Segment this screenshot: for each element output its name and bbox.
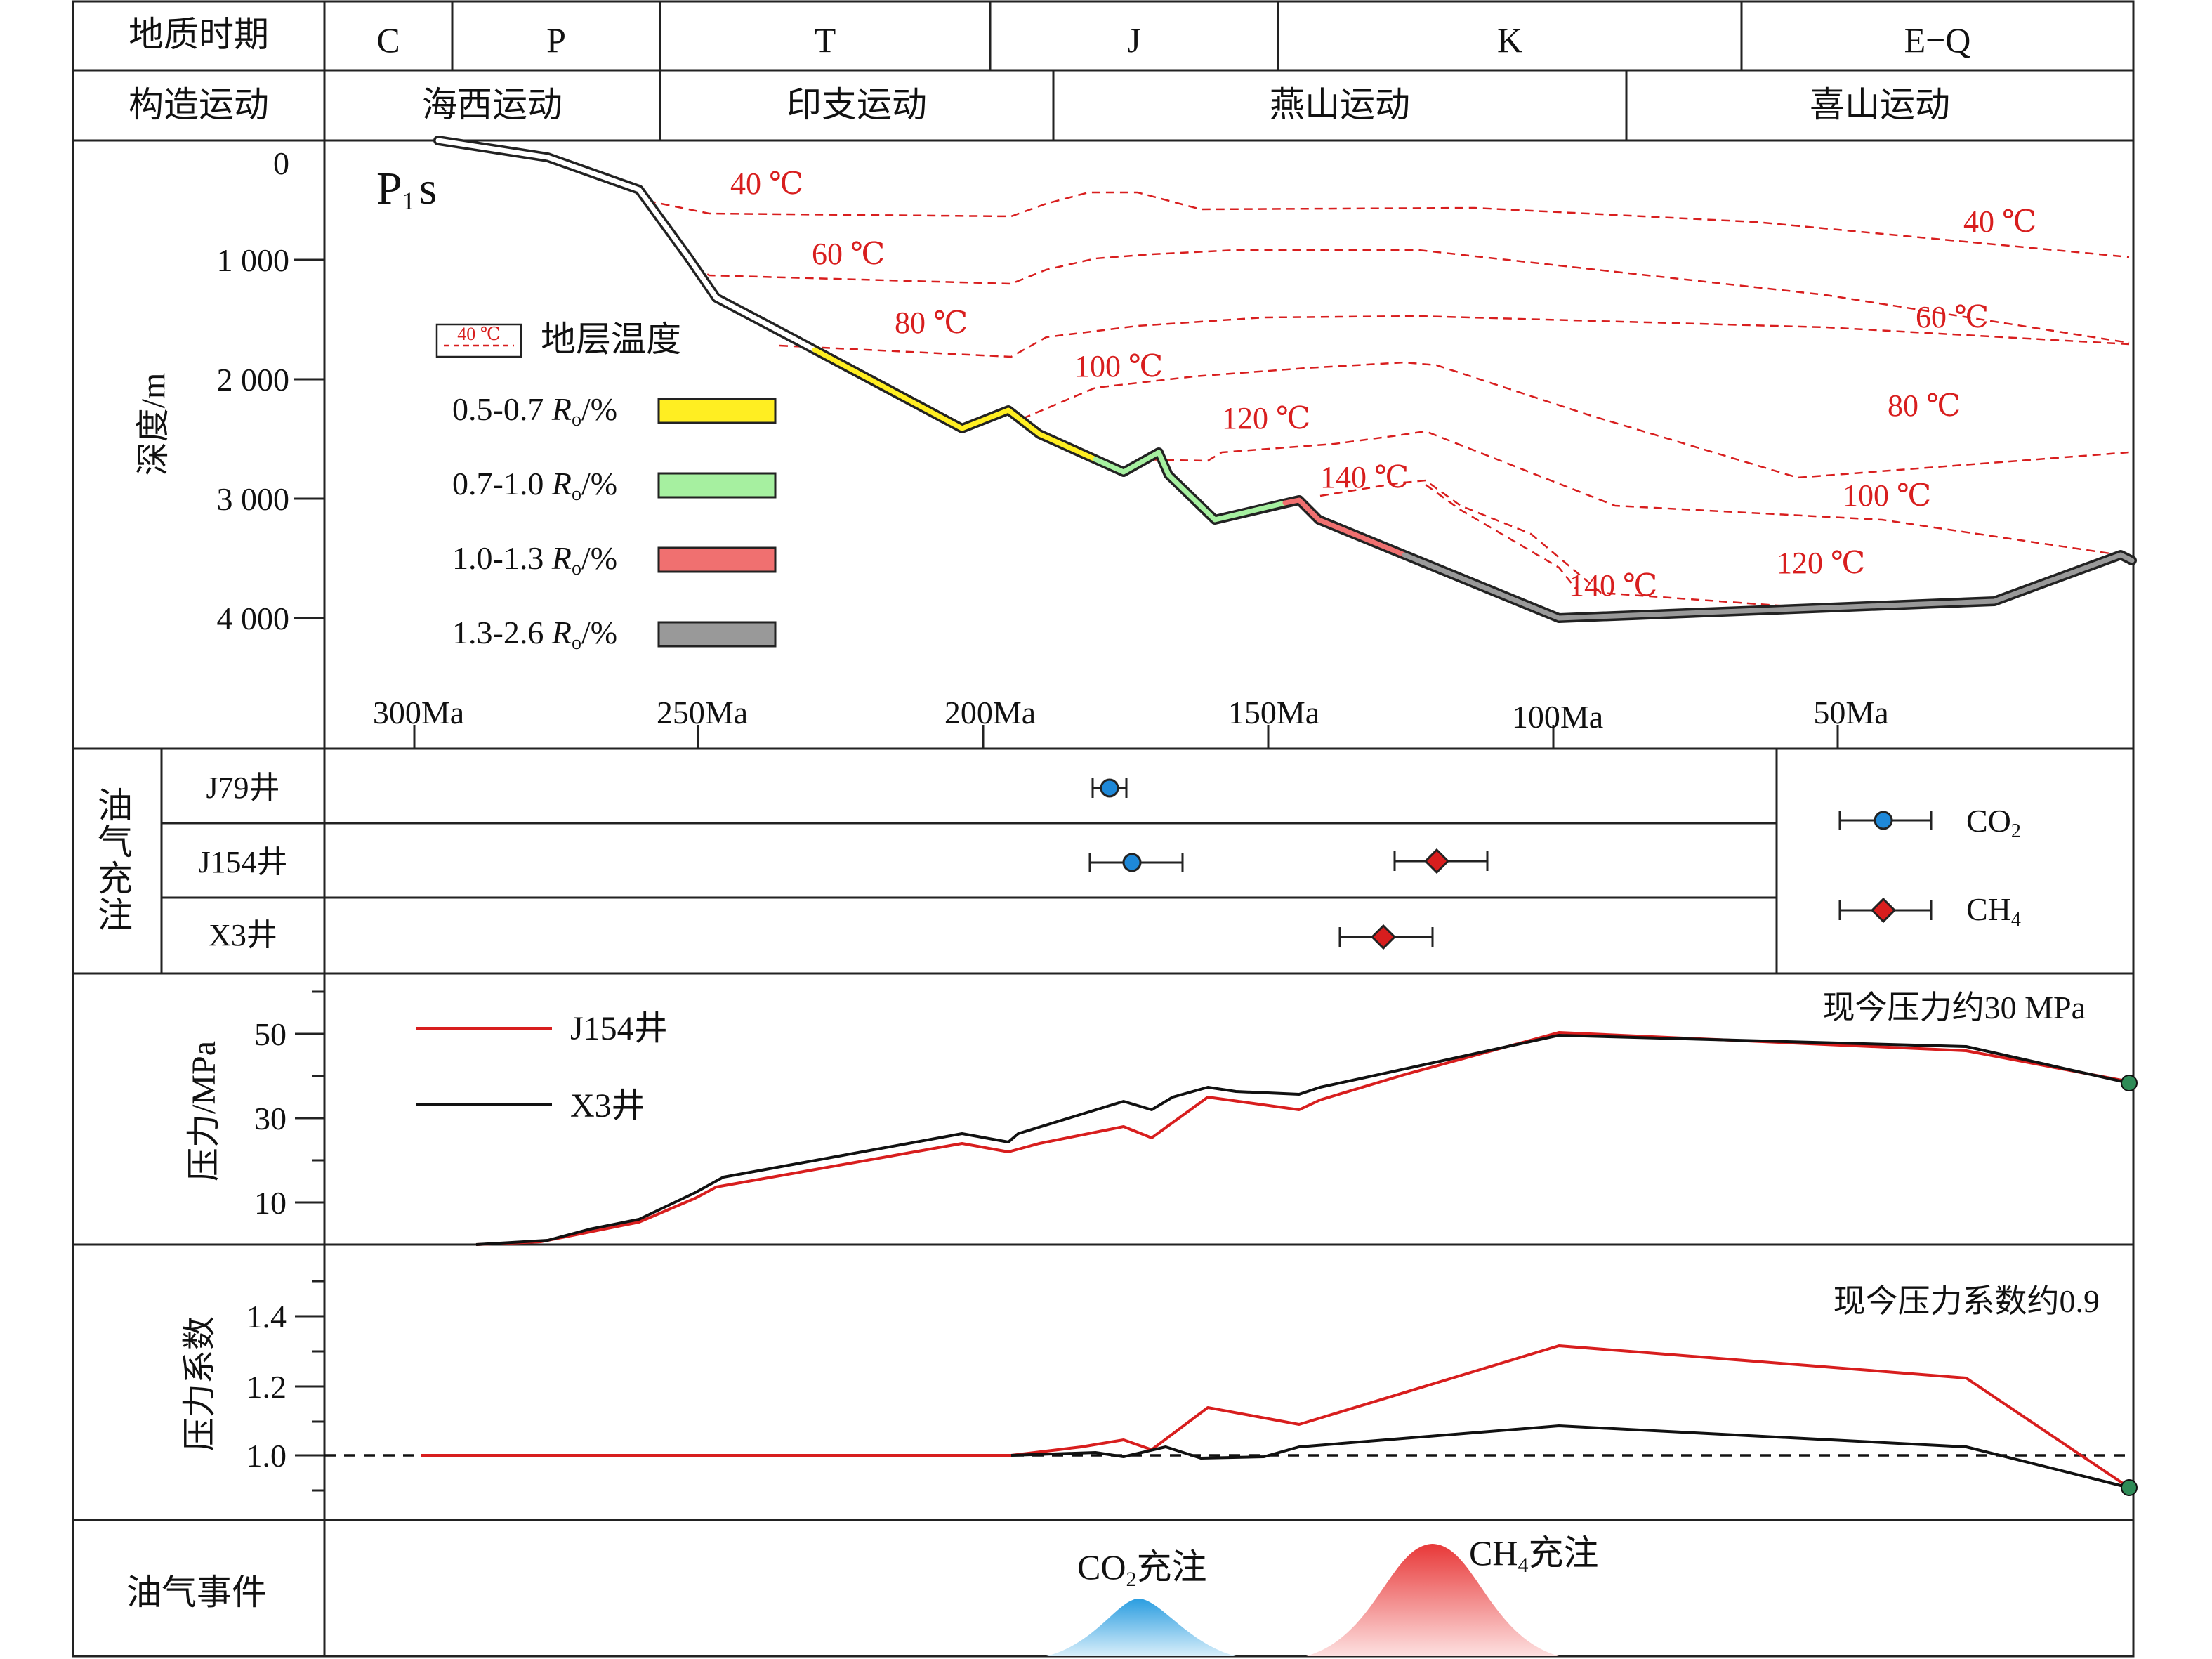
events-label: 油气事件: [126, 1573, 267, 1612]
pressure-axis: [295, 990, 324, 1204]
ch4-legend-marker: [1870, 897, 1897, 924]
x3-pressure-line: [475, 1034, 2130, 1246]
isotherm-label: 80 ℃: [1888, 388, 1961, 423]
temp-legend-box: [435, 323, 522, 358]
coefficient-axis-label: 压力系数: [181, 1316, 218, 1451]
ch4-event-label: CH4充注: [1469, 1533, 1598, 1577]
coefficient-tick: 1.4: [246, 1299, 287, 1335]
ro-legend-swatch: [657, 621, 777, 648]
isotherm-label: 60 ℃: [812, 237, 885, 271]
ch4-legend-label: CH4: [1966, 891, 2021, 931]
isotherm-label: 140 ℃: [1569, 568, 1657, 603]
temp-legend-label: 地层温度: [541, 320, 681, 359]
isotherm-label: 60 ℃: [1916, 300, 1989, 334]
age-tick: 300Ma: [373, 695, 464, 730]
coefficient-tick: 1.0: [246, 1438, 287, 1474]
age-tick: 100Ma: [1512, 699, 1603, 735]
pressure-axis-label: 压力/MPa: [185, 1041, 223, 1181]
burial-curve: [433, 136, 2137, 623]
co2-event-label: CO2充注: [1077, 1547, 1206, 1591]
ro-legend-label: 1.0-1.3 Ro/%: [452, 540, 617, 579]
movement-yanshan: 燕山运动: [1270, 85, 1410, 124]
pressure-note: 现今压力约30 MPa: [1823, 990, 2086, 1025]
co2-charge-j79: [1091, 778, 1128, 798]
charging-markers: [1088, 778, 1489, 950]
burial-legend: 40 ℃ 地层温度 0.5-0.7 Ro/% 0.7-1.0 Ro/% 1.0-…: [435, 320, 777, 654]
co2-legend-label: CO2: [1966, 803, 2021, 842]
well-label-j154: J154井: [198, 845, 287, 879]
well-label-x3: X3井: [209, 918, 277, 952]
ro-legend-swatch: [657, 472, 777, 499]
isotherms: [647, 191, 2130, 608]
charging-label-char: 气: [98, 822, 133, 862]
isotherm-label: 100 ℃: [1074, 349, 1163, 383]
isotherm-label: 100 ℃: [1843, 478, 1931, 513]
charging-label-char: 充: [98, 859, 133, 898]
j154-legend-label: J154井: [570, 1010, 668, 1047]
table-frame: [72, 0, 2135, 1658]
isotherm-label: 40 ℃: [1963, 204, 2036, 239]
charging-label-char: 油: [98, 786, 133, 825]
isotherm-label: 80 ℃: [895, 306, 968, 340]
age-tick: 150Ma: [1228, 695, 1319, 730]
isotherm-label: 140 ℃: [1320, 460, 1409, 494]
co2-charging-peak: [1046, 1598, 1236, 1656]
age-tick: 200Ma: [944, 695, 1036, 730]
ro-legend-swatch: [657, 398, 777, 424]
ro-legend-label: 0.5-0.7 Ro/%: [452, 391, 617, 431]
coefficient-note: 现今压力系数约0.9: [1834, 1283, 2100, 1319]
co2-legend-marker: [1874, 811, 1893, 830]
period-j: J: [1127, 20, 1140, 60]
pressure-tick: 50: [254, 1016, 287, 1052]
isotherm-label: 120 ℃: [1777, 546, 1865, 580]
ch4-charge-x3: [1338, 924, 1434, 950]
depth-tick: 1 000: [217, 242, 290, 278]
x3-legend-label: X3井: [570, 1087, 645, 1124]
ch4-charge-j154: [1393, 848, 1489, 874]
co2-charge-j154: [1088, 853, 1184, 872]
isotherm-label: 40 ℃: [730, 166, 803, 201]
depth-tick: 3 000: [217, 481, 290, 517]
depth-axis-label: 深度/m: [135, 373, 172, 476]
charging-label-char: 注: [98, 896, 133, 935]
period-k: K: [1497, 20, 1522, 60]
formation-label: P1s: [376, 163, 437, 215]
x3-coefficient-line: [1010, 1424, 2130, 1489]
depth-tick: 2 000: [217, 362, 290, 398]
ro-legend-label: 0.7-1.0 Ro/%: [452, 466, 617, 505]
tectonic-header-label: 构造运动: [129, 85, 269, 124]
ro-legend-label: 1.3-2.6 Ro/%: [452, 615, 617, 654]
j154-coefficient-line: [421, 1344, 2131, 1489]
age-tick: 250Ma: [657, 695, 748, 730]
movement-indosinian: 印支运动: [786, 85, 927, 124]
depth-tick: 4 000: [217, 601, 290, 636]
temp-legend-icon-label: 40 ℃: [457, 324, 501, 344]
present-coefficient-marker: [2121, 1479, 2138, 1496]
period-p: P: [546, 20, 566, 60]
movement-hercynian: 海西运动: [422, 85, 562, 124]
period-eq: E−Q: [1904, 20, 1971, 60]
period-c: C: [376, 20, 400, 60]
well-label-j79: J79井: [206, 771, 279, 805]
burial-axes: [294, 258, 1839, 749]
period-header-label: 地质时期: [129, 15, 269, 54]
coefficient-tick: 1.2: [246, 1369, 287, 1405]
ro-legend-swatch: [657, 546, 777, 573]
movement-himalayan: 喜山运动: [1810, 85, 1950, 124]
pressure-tick: 10: [254, 1185, 287, 1221]
present-pressure-marker: [2121, 1075, 2138, 1091]
pressure-tick: 30: [254, 1101, 287, 1136]
coefficient-axis: [295, 1280, 324, 1492]
pressure-legend: J154井 X3井: [416, 1010, 668, 1124]
age-tick: 50Ma: [1813, 695, 1888, 730]
ch4-charging-peak: [1306, 1544, 1559, 1656]
j154-pressure-line: [475, 1031, 2130, 1246]
charging-legend: [1838, 811, 1933, 924]
isotherm-label: 120 ℃: [1222, 401, 1310, 435]
depth-tick: 0: [273, 145, 289, 181]
period-t: T: [815, 20, 836, 60]
